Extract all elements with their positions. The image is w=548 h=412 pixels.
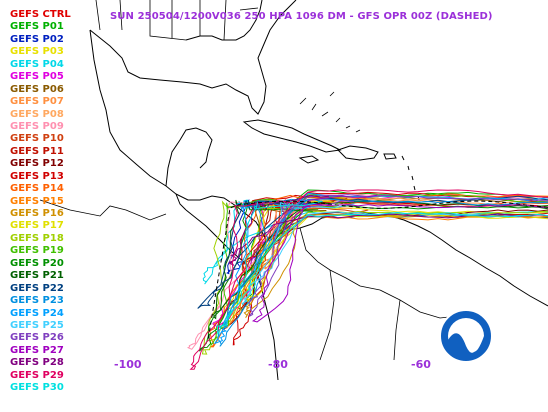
coastline-mexico: [89, 29, 213, 211]
legend-entry: GEFS P02: [10, 33, 64, 45]
legend-entry: GEFS P14: [10, 183, 64, 195]
coastline: [39, 0, 548, 381]
legend-entry: GEFS P08: [10, 108, 64, 120]
ensemble-track: [216, 200, 548, 335]
legend-entry: GEFS P19: [10, 245, 64, 257]
ensemble-track: [199, 200, 548, 352]
jamaica: [298, 155, 320, 164]
coastline-us-east: [185, 0, 263, 41]
ensemble-track: [245, 199, 548, 306]
legend-entry: GEFS P03: [10, 46, 64, 58]
longitude-label-100w: -100: [114, 358, 142, 371]
noaa-logo-text: NOAA: [456, 326, 476, 333]
legend-entry: GEFS P17: [10, 220, 64, 232]
legend-entry: GEFS P07: [10, 96, 64, 108]
legend-entry: GEFS P12: [10, 158, 64, 170]
noaa-logo-gull: [448, 333, 484, 358]
legend-entry: GEFS P23: [10, 295, 64, 307]
puerto-rico: [383, 153, 397, 160]
ensemble-legend: GEFS CTRL GEFS P01 GEFS P02 GEFS P03 GEFS P0…: [10, 9, 71, 395]
hispaniola: [337, 145, 379, 161]
mexico-border: [39, 199, 167, 221]
legend-entry: GEFS P21: [10, 270, 64, 282]
map-title: SUN 250504/1200V036 250 HPA 1096 DM - GF…: [110, 11, 493, 22]
ensemble-track: [216, 198, 548, 324]
legend-entry: GEFS P22: [10, 282, 64, 294]
cuba: [242, 119, 342, 153]
legend-entry: GEFS P16: [10, 208, 64, 219]
legend-entry: GEFS P10: [10, 133, 64, 145]
legend-entry: GEFS P30: [10, 382, 64, 394]
gfs-opr-track: [207, 200, 548, 341]
state-borders: [95, 0, 259, 41]
legend-entry: GEFS P05: [10, 71, 64, 83]
legend-entry: GEFS P11: [10, 145, 64, 157]
lesser-antilles: [401, 155, 420, 201]
legend-entry: GEFS P15: [10, 195, 64, 207]
legend-entry: GEFS P26: [10, 332, 64, 344]
legend-entry: GEFS P25: [10, 319, 64, 331]
legend-entry: GEFS P04: [10, 58, 64, 70]
ensemble-tracks: [186, 189, 548, 370]
bahamas: [299, 91, 361, 133]
ensemble-track: [251, 194, 548, 323]
legend-entry: GEFS P28: [10, 357, 64, 369]
ensemble-track: [213, 192, 548, 345]
legend-entry: GEFS P18: [10, 232, 64, 244]
country-borders-sa: [299, 227, 459, 361]
longitude-label-80w: -80: [268, 358, 288, 371]
legend-entry: GEFS P29: [10, 369, 64, 381]
legend-entry: GEFS P20: [10, 257, 64, 269]
legend-entry: GEFS P06: [10, 83, 64, 95]
legend-entry: GEFS P01: [10, 21, 64, 33]
coastline-us-gulf: [89, 0, 297, 115]
legend-entry: GEFS P24: [10, 307, 64, 319]
legend-entry: GEFS P27: [10, 344, 64, 356]
longitude-label-60w: -60: [411, 358, 431, 371]
legend-entry: GEFS P09: [10, 120, 64, 132]
legend-entry: GEFS P13: [10, 170, 64, 182]
ensemble-track: [189, 189, 548, 370]
legend-entry: GEFS CTRL: [10, 9, 71, 20]
